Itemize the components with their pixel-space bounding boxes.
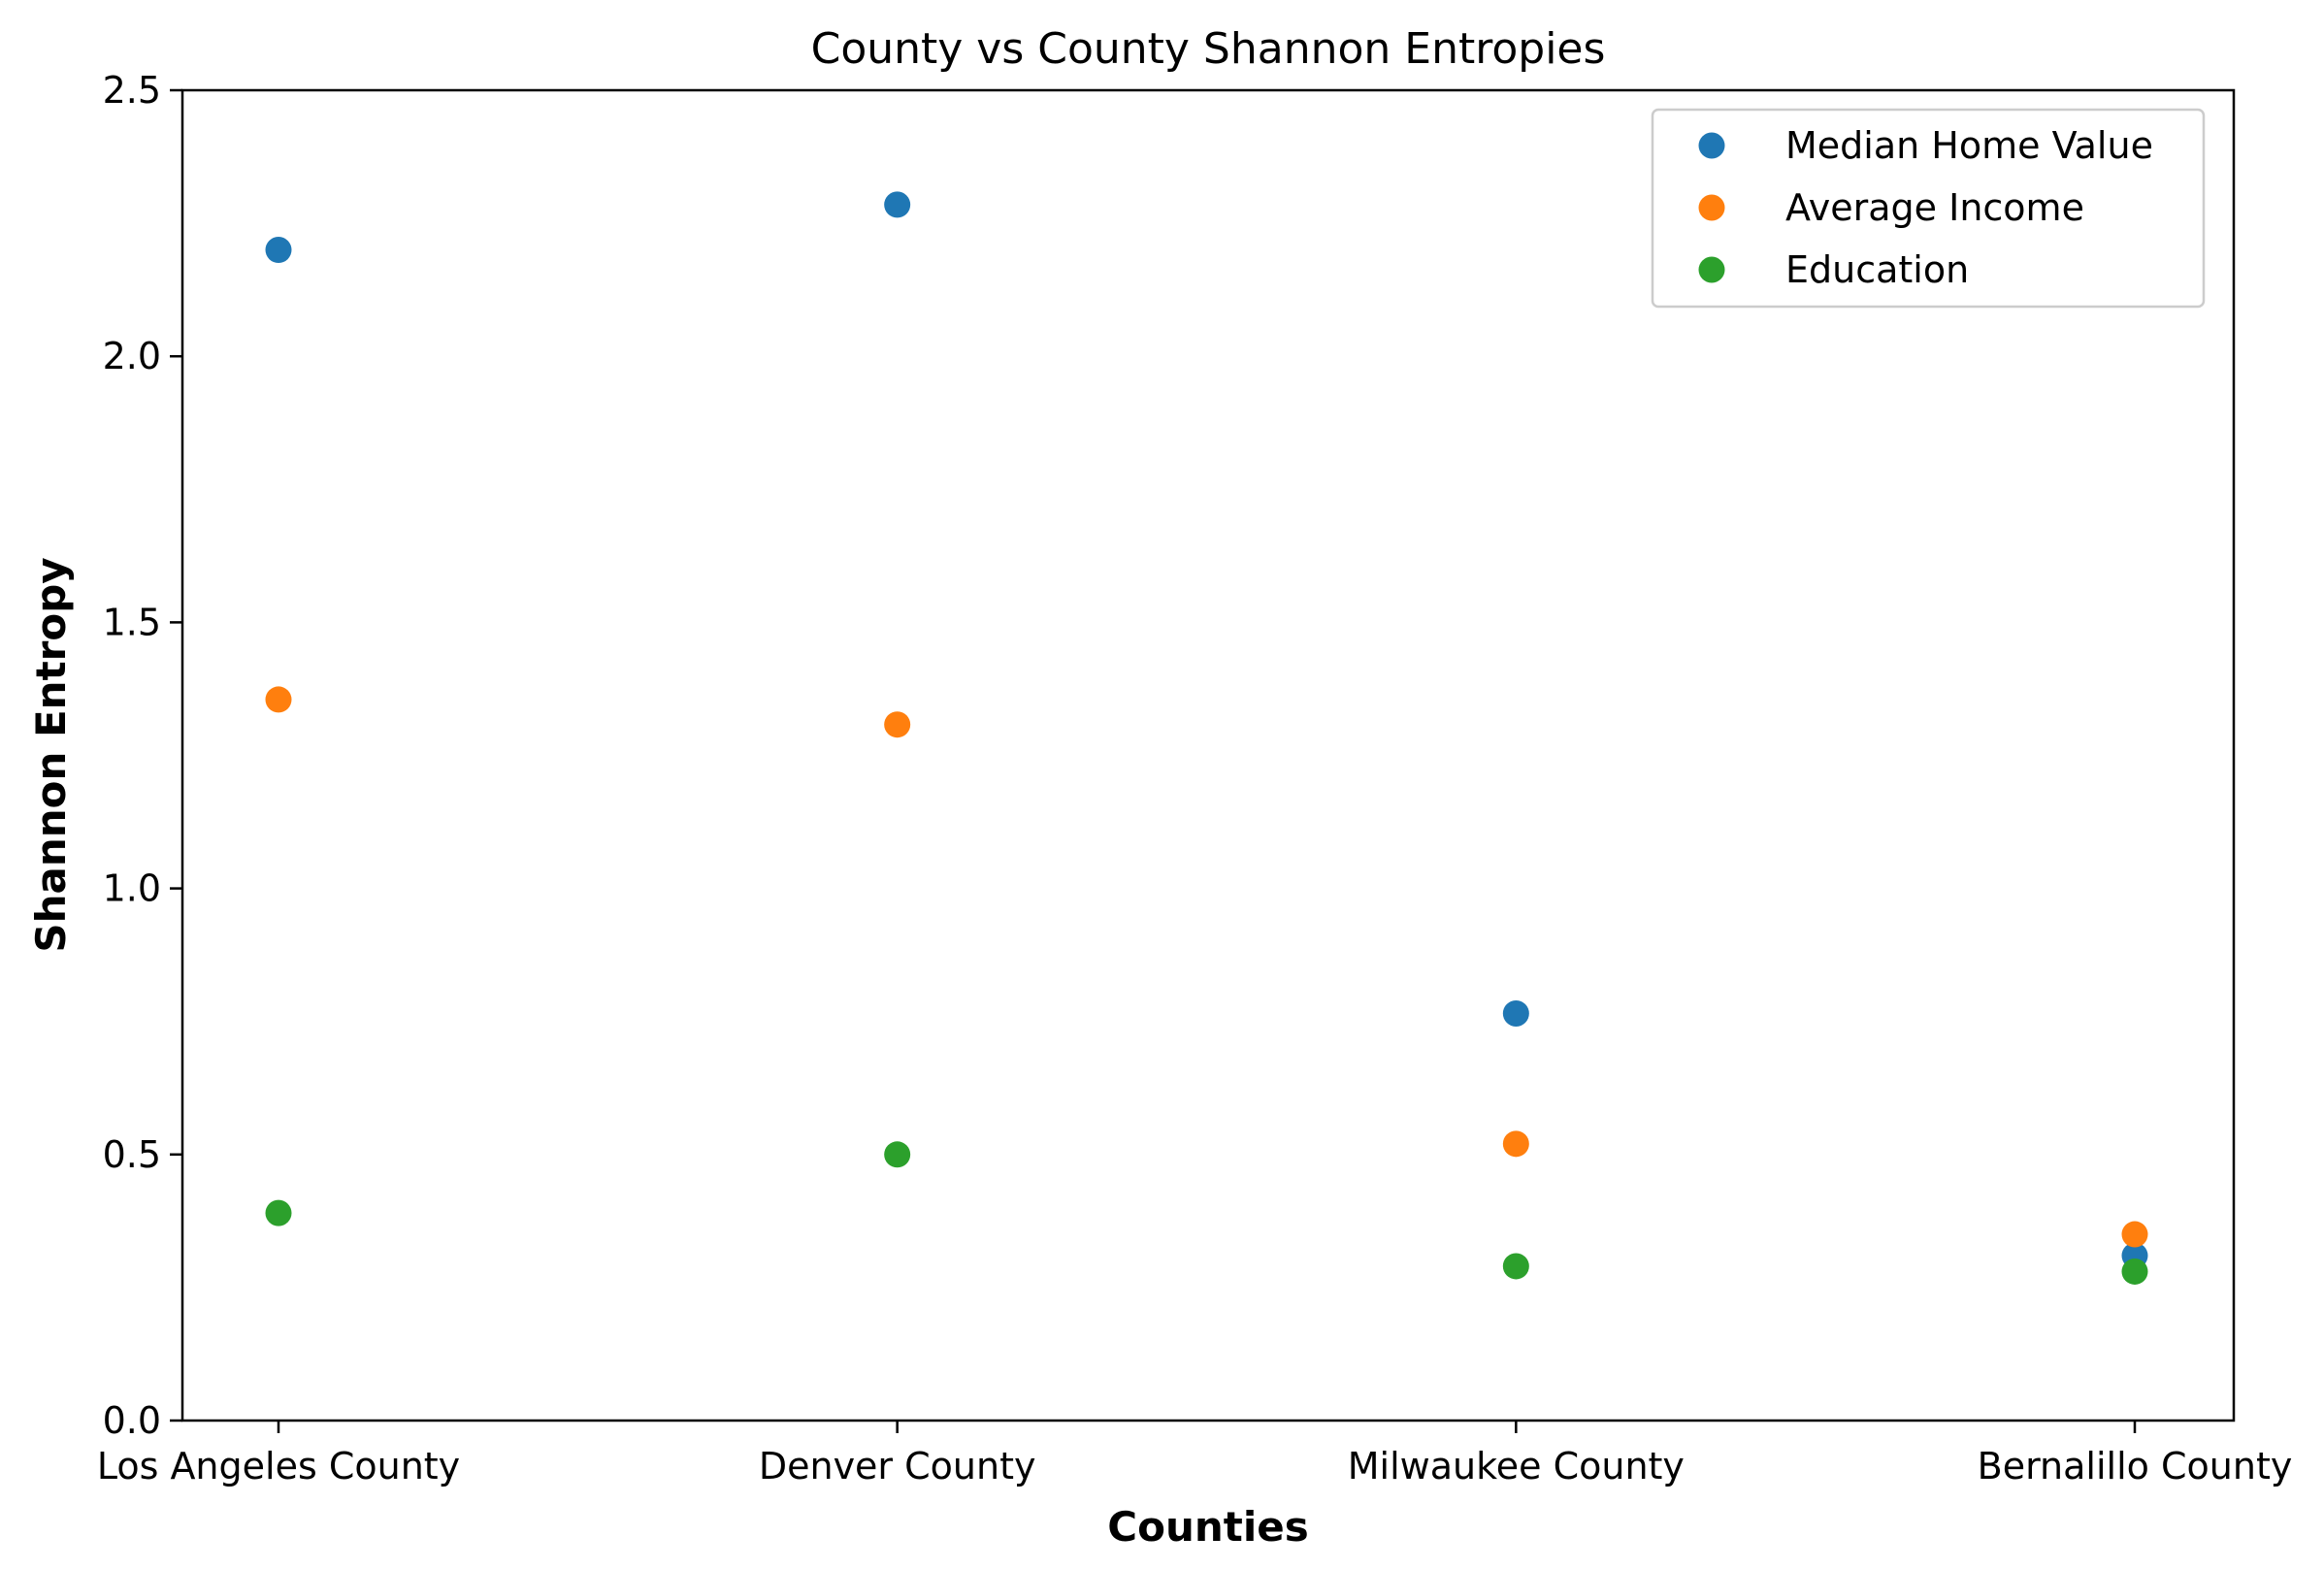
legend-label: Average Income	[1785, 186, 2084, 229]
legend-marker	[1698, 256, 1725, 283]
data-point-median-home-value	[884, 191, 911, 218]
data-point-average-income	[1502, 1130, 1529, 1158]
x-axis-label: Counties	[1107, 1503, 1308, 1551]
data-point-average-income	[2121, 1221, 2148, 1248]
x-tick-label: Bernalillo County	[1978, 1445, 2293, 1487]
legend: Median Home Value Average Income Education	[1651, 108, 2206, 309]
data-points	[265, 191, 2148, 1285]
y-tick-label: 2.5	[103, 69, 161, 112]
x-tick-label: Denver County	[759, 1445, 1036, 1487]
legend-marker	[1698, 194, 1725, 221]
y-axis-label: Shannon Entropy	[27, 557, 75, 952]
y-tick-label: 0.5	[103, 1133, 161, 1176]
data-point-average-income	[265, 686, 292, 713]
data-point-median-home-value	[1502, 999, 1529, 1027]
plot-area-frame	[180, 88, 2236, 1422]
y-tick-label: 2.0	[103, 335, 161, 377]
y-tick-label: 1.0	[103, 867, 161, 910]
y-tick-label: 0.0	[103, 1399, 161, 1442]
legend-marker	[1698, 132, 1725, 159]
data-point-education	[1502, 1253, 1529, 1280]
axis-ticks: 0.0 0.5 1.0 1.5 2.0 2.5 Los Angeles County Denv…	[97, 69, 2293, 1487]
x-tick-label: Milwaukee County	[1348, 1445, 1685, 1487]
legend-label: Education	[1785, 248, 1969, 291]
chart-title: County vs County Shannon Entropies	[811, 24, 1606, 74]
data-point-education	[265, 1199, 292, 1226]
legend-box	[1651, 108, 2206, 309]
legend-label: Median Home Value	[1785, 124, 2153, 167]
data-point-education	[2121, 1258, 2148, 1285]
y-tick-label: 1.5	[103, 601, 161, 643]
x-tick-label: Los Angeles County	[97, 1445, 460, 1487]
data-point-education	[884, 1141, 911, 1168]
data-point-median-home-value	[265, 237, 292, 264]
data-point-average-income	[884, 711, 911, 738]
